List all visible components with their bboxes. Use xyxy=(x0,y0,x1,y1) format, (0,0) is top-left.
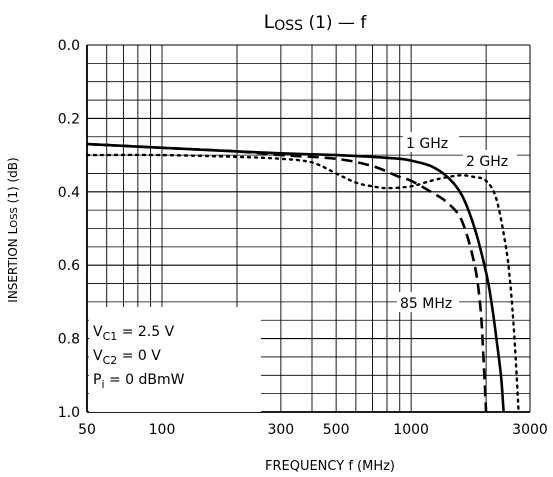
tick-labels: 50 100 300 500 1000 3000 0.0 0.2 0.4 0.6 0.8 1.0 xyxy=(58,38,548,438)
label-bg-1ghz xyxy=(403,132,459,152)
y-tick-label: 0.8 xyxy=(58,332,80,348)
y-tick-label: 0.2 xyxy=(58,111,80,127)
y-tick-label: 0.0 xyxy=(58,38,80,54)
y-tick-label: 0.4 xyxy=(58,185,80,201)
x-tick-label: 1000 xyxy=(393,422,429,438)
y-tick-label: 1.0 xyxy=(58,405,80,421)
y-axis-label: INSERTION LOSS (1) (dB) xyxy=(6,157,20,302)
chart-title: LOSS (1) — f xyxy=(264,11,368,34)
x-tick-label: 100 xyxy=(149,422,176,438)
x-tick-label: 500 xyxy=(323,422,350,438)
annotation-2ghz: 2 GHz xyxy=(466,154,508,170)
x-axis-label: FREQUENCY f (MHz) xyxy=(265,459,395,474)
y-tick-label: 0.6 xyxy=(58,258,80,274)
series-group xyxy=(85,142,520,414)
x-tick-label: 300 xyxy=(267,422,294,438)
annotation-1ghz: 1 GHz xyxy=(406,136,448,152)
conditions-text: VC1 = 2.5 V VC2 = 0 V Pi = 0 dBmW xyxy=(93,324,185,391)
condition-line: VC2 = 0 V xyxy=(93,348,161,367)
condition-line: VC1 = 2.5 V xyxy=(93,324,175,343)
series-85-mhz xyxy=(86,142,488,413)
series-2-ghz xyxy=(85,153,520,414)
label-bg-85mhz xyxy=(397,292,459,312)
x-tick-label: 50 xyxy=(78,422,96,438)
annotation-85mhz: 85 MHz xyxy=(400,296,452,312)
condition-line: Pi = 0 dBmW xyxy=(93,372,185,391)
grid xyxy=(86,45,531,412)
label-bg-2ghz xyxy=(463,150,517,170)
conditions-box xyxy=(89,307,261,412)
x-tick-label: 3000 xyxy=(512,422,548,438)
